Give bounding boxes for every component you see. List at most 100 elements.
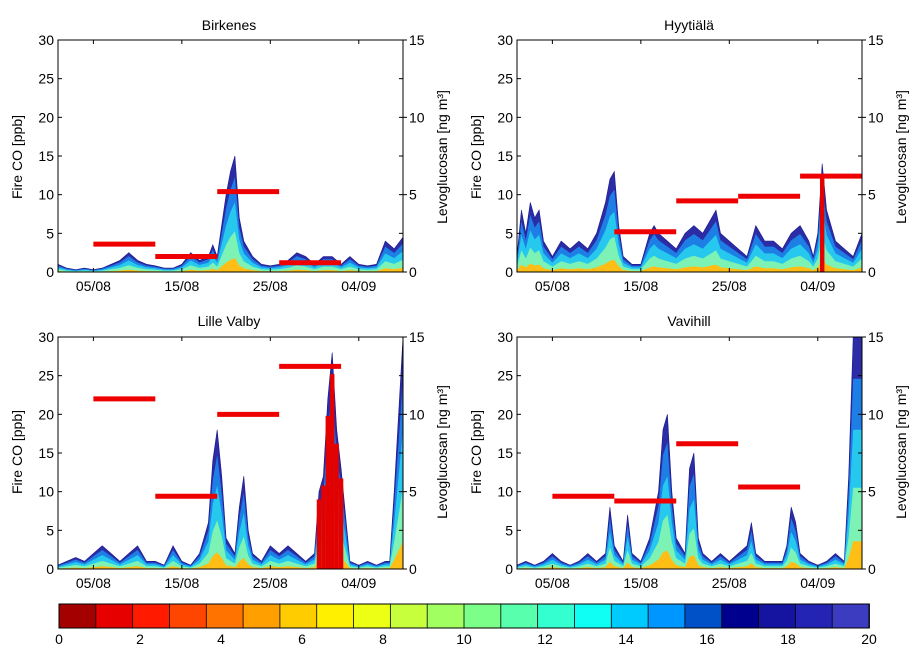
fire-co-layer-base [58, 231, 403, 272]
x-tick-label: 05/08 [535, 575, 570, 591]
fire-co-source-spike [330, 374, 335, 569]
panel-vavihill: Vavihill Fire CO [ppb] Levoglucosan [ng … [468, 313, 909, 591]
colorbar-tick-label: 10 [456, 631, 472, 647]
y-tick-label-right: 10 [868, 109, 884, 125]
colorbar-tick-label: 14 [618, 631, 634, 647]
colorbar-cell [500, 603, 539, 629]
y-tick-label-left: 30 [497, 32, 513, 48]
colorbar-tick-label: 16 [699, 631, 715, 647]
fire-co-series [58, 155, 403, 272]
x-tick-label: 05/08 [76, 278, 111, 294]
x-tick-label: 25/08 [253, 575, 288, 591]
plot-area: 0 5 10 15 20 25 30 0 5 10 15 05/08 15/08 25/08 04/09 [497, 329, 883, 591]
x-tick-label: 05/08 [535, 278, 570, 294]
y-axis-label-left: Fire CO [ppb] [9, 115, 25, 199]
y-tick-label-right: 5 [868, 187, 876, 203]
y-tick-label-left: 0 [46, 264, 54, 280]
colorbar-cell [353, 603, 392, 629]
colorbar-cell [426, 603, 465, 629]
y-tick-label-left: 15 [38, 148, 54, 164]
fire-co-source-spike [321, 485, 326, 569]
colorbar-cell [58, 603, 97, 629]
plot-area: 0 5 10 15 20 25 30 0 5 10 15 05/08 15/08 25/08 04/09 [38, 329, 424, 591]
y-tick-label-left: 10 [497, 484, 513, 500]
colorbar-tick-label: 6 [298, 631, 306, 647]
fire-co-source-spike [819, 174, 825, 272]
y-tick-label-right: 15 [868, 329, 884, 345]
fire-co-series [517, 337, 862, 569]
fire-co-layer-near [58, 258, 403, 272]
colorbar-tick-label: 4 [217, 631, 225, 647]
fire-co-source-spike [316, 499, 322, 569]
colorbar-cell [794, 603, 834, 629]
x-tick-label: 15/08 [164, 575, 199, 591]
fire-co-source-spike [334, 443, 339, 569]
y-tick-label-left: 25 [497, 368, 513, 384]
x-tick-label: 05/08 [76, 575, 111, 591]
colorbar-cell [95, 603, 134, 629]
y-tick-label-right: 0 [409, 561, 417, 577]
y-tick-label-left: 0 [505, 561, 513, 577]
colorbar-cell [389, 603, 429, 629]
y-tick-label-right: 15 [868, 32, 884, 48]
colorbar-cell [205, 603, 244, 629]
y-tick-label-right: 5 [868, 484, 876, 500]
y-tick-label-right: 15 [409, 32, 425, 48]
plot-area: 0 5 10 15 20 25 30 0 5 10 15 05/08 15/08 25/08 04/09 [38, 32, 424, 294]
y-axis-label-right: Levoglucosan [ng m³] [893, 90, 909, 224]
y-tick-label-left: 25 [38, 71, 54, 87]
x-tick-label: 25/08 [253, 278, 288, 294]
y-tick-label-right: 10 [409, 109, 425, 125]
colorbar-cell [721, 603, 760, 629]
x-tick-label: 15/08 [623, 278, 658, 294]
y-tick-label-left: 5 [505, 225, 513, 241]
y-axis-label-right: Levoglucosan [ng m³] [893, 385, 909, 519]
y-tick-label-right: 10 [868, 406, 884, 422]
y-tick-label-left: 5 [505, 522, 513, 538]
fire-co-source-spike [325, 415, 331, 569]
y-tick-label-left: 0 [505, 264, 513, 280]
y-tick-label-left: 10 [38, 187, 54, 203]
colorbar-tick-label: 18 [780, 631, 796, 647]
fire-co-source-spike [338, 478, 344, 569]
colorbar-tick-label: 8 [379, 631, 387, 647]
y-axis-label-right: Levoglucosan [ng m³] [434, 385, 450, 519]
plot-area: 0 5 10 15 20 25 30 0 5 10 15 05/08 15/08 25/08 04/09 [497, 32, 883, 294]
y-tick-label-left: 20 [38, 109, 54, 125]
colorbar-cell [132, 603, 171, 629]
y-tick-label-left: 20 [497, 109, 513, 125]
x-tick-label: 04/09 [341, 278, 376, 294]
colorbar-cell [316, 603, 355, 629]
x-tick-label: 15/08 [623, 575, 658, 591]
colorbar-tick-label: 0 [55, 631, 63, 647]
panel-title: Lille Valby [198, 313, 261, 329]
colorbar-cell [831, 603, 870, 629]
y-tick-label-left: 5 [46, 225, 54, 241]
y-tick-label-left: 0 [46, 561, 54, 577]
y-axis-label-right: Levoglucosan [ng m³] [434, 90, 450, 224]
y-tick-label-right: 15 [409, 329, 425, 345]
colorbar-cell [537, 603, 576, 629]
colorbar-cell [758, 603, 797, 629]
y-axis-label-left: Fire CO [ppb] [468, 410, 484, 494]
y-tick-label-right: 10 [409, 406, 425, 422]
x-tick-label: 04/09 [341, 575, 376, 591]
colorbar-tick-label: 20 [861, 631, 877, 647]
y-axis-label-left: Fire CO [ppb] [468, 115, 484, 199]
fire-co-layer-high [58, 337, 403, 569]
fire-co-layer-base [517, 234, 862, 272]
y-tick-label-left: 20 [497, 406, 513, 422]
fire-co-series [517, 163, 862, 272]
colorbar-cell [647, 603, 686, 629]
x-tick-label: 25/08 [712, 278, 747, 294]
colorbar-cell [169, 603, 208, 629]
y-tick-label-left: 20 [38, 406, 54, 422]
y-axis-label-left: Fire CO [ppb] [9, 410, 25, 494]
x-tick-label: 15/08 [164, 278, 199, 294]
y-tick-label-left: 15 [497, 148, 513, 164]
x-tick-label: 04/09 [800, 575, 835, 591]
y-tick-label-left: 30 [497, 329, 513, 345]
y-tick-label-left: 15 [497, 445, 513, 461]
colorbar: 0 2 4 6 8 10 12 14 16 18 20 [55, 603, 877, 647]
